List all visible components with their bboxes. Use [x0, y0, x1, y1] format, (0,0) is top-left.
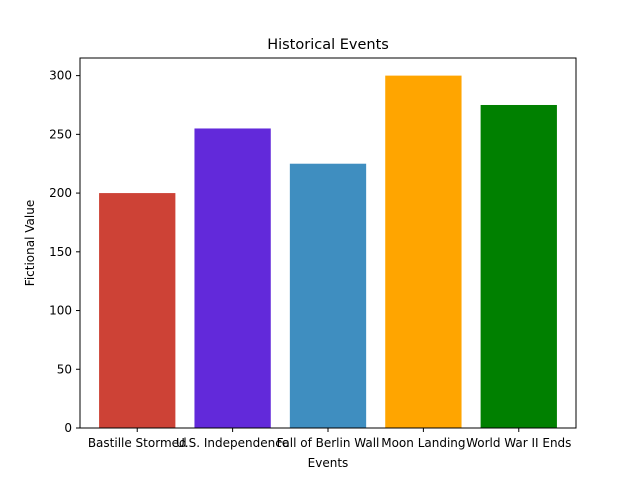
- x-tick-label: U.S. Independence: [176, 436, 289, 450]
- y-tick-label: 150: [49, 245, 72, 259]
- y-axis: 0 50 100 150 200 250 300: [49, 69, 80, 435]
- x-tick-label: Fall of Berlin Wall: [277, 436, 380, 450]
- x-tick-label: World War II Ends: [466, 436, 571, 450]
- y-tick-label: 250: [49, 127, 72, 141]
- bar-0: [99, 193, 176, 428]
- y-tick-label: 0: [64, 421, 72, 435]
- bar-2: [289, 163, 367, 428]
- bar-4: [480, 104, 557, 428]
- chart-title: Historical Events: [267, 37, 389, 53]
- bars-group: [99, 75, 557, 428]
- x-tick-label: Bastille Stormed: [88, 436, 187, 450]
- x-tick-label: Moon Landing: [381, 436, 465, 450]
- y-tick-label: 200: [49, 186, 72, 200]
- y-tick-label: 300: [49, 69, 72, 83]
- x-axis-label: Events: [308, 456, 349, 470]
- y-tick-label: 50: [57, 362, 72, 376]
- y-axis-label: Fictional Value: [23, 200, 37, 286]
- bar-1: [194, 128, 271, 428]
- bar-3: [385, 75, 462, 428]
- y-tick-label: 100: [49, 304, 72, 318]
